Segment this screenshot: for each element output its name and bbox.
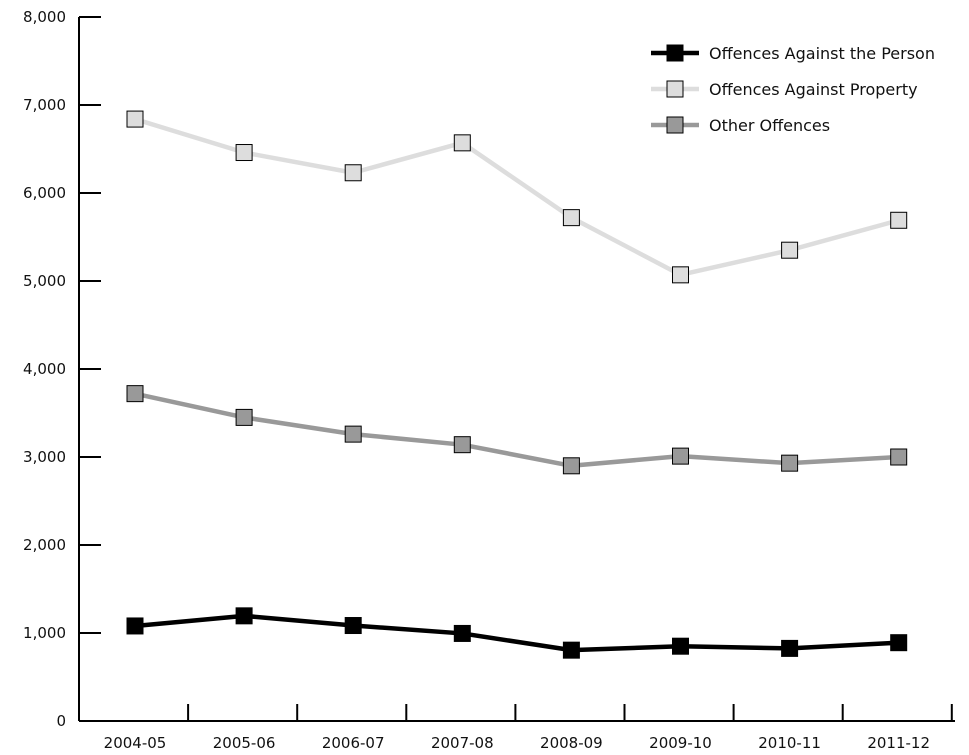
data-point	[890, 448, 908, 466]
series-line	[134, 116, 900, 278]
legend-item: Offences Against the Person	[651, 44, 935, 63]
y-tick-label: 0	[56, 712, 66, 730]
y-tick-label: 5,000	[23, 272, 66, 290]
data-point	[890, 634, 908, 652]
data-point	[781, 639, 799, 657]
data-point	[672, 447, 689, 465]
series-line	[134, 391, 899, 469]
data-point	[672, 266, 689, 284]
series-line	[134, 613, 899, 653]
x-tick-label: 2008-09	[540, 734, 603, 752]
y-axis-ticks: 0 1,000 2,000 3,000 4,000 5,000 6,000 7,000 8,00…	[23, 8, 101, 730]
data-point	[781, 454, 799, 472]
legend-swatch-marker	[666, 80, 684, 98]
x-tick-label: 2010-11	[758, 734, 821, 752]
y-tick-label: 8,000	[23, 8, 66, 26]
series-layer	[126, 110, 908, 659]
legend-item: Other Offences	[651, 116, 830, 135]
data-point	[126, 385, 144, 403]
legend-label: Offences Against the Person	[709, 44, 935, 63]
y-tick-label: 3,000	[23, 448, 66, 466]
series-2	[126, 110, 908, 284]
y-tick-label: 4,000	[23, 360, 66, 378]
data-point	[235, 408, 253, 426]
legend-swatch-marker	[666, 116, 684, 134]
data-point	[453, 134, 471, 152]
data-point	[781, 241, 799, 259]
x-tick-label: 2009-10	[649, 734, 712, 752]
y-tick-label: 1,000	[23, 624, 66, 642]
data-point	[562, 209, 580, 227]
data-point	[453, 436, 471, 454]
data-point	[890, 211, 908, 229]
data-point	[562, 641, 580, 659]
data-point	[126, 617, 144, 635]
x-axis-ticks: 2004-05 2005-06 2006-07 2007-08 2008-09 2009-…	[104, 704, 953, 752]
data-point	[453, 624, 471, 642]
data-point	[344, 164, 362, 182]
data-point	[126, 110, 144, 128]
y-tick-label: 2,000	[23, 536, 66, 554]
data-point	[235, 144, 253, 162]
x-tick-label: 2005-06	[213, 734, 276, 752]
data-point	[344, 617, 362, 635]
legend: Offences Against the Person Offences Agai…	[651, 44, 935, 135]
y-tick-label: 7,000	[23, 96, 66, 114]
data-point	[235, 607, 253, 625]
x-tick-label: 2011-12	[867, 734, 930, 752]
legend-label: Offences Against Property	[709, 80, 918, 99]
x-tick-label: 2007-08	[431, 734, 494, 752]
series-3	[126, 385, 908, 475]
legend-item: Offences Against Property	[651, 80, 918, 99]
x-tick-label: 2004-05	[104, 734, 167, 752]
series-1	[126, 607, 908, 659]
y-tick-label: 6,000	[23, 184, 66, 202]
data-point	[562, 457, 580, 475]
legend-swatch-marker	[666, 44, 684, 62]
data-point	[672, 637, 689, 655]
legend-label: Other Offences	[709, 116, 830, 135]
data-point	[344, 425, 362, 443]
x-tick-label: 2006-07	[322, 734, 385, 752]
